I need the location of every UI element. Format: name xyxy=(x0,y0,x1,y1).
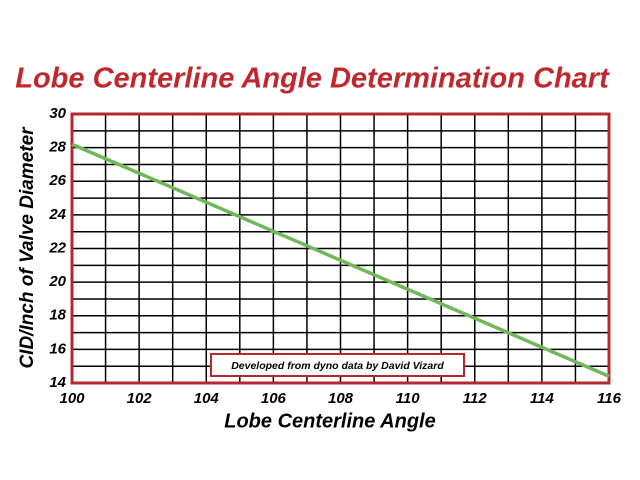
annotation-box xyxy=(210,353,465,377)
x-tick-label: 114 xyxy=(530,390,555,407)
x-tick-label: 100 xyxy=(59,390,85,407)
y-tick-label: 16 xyxy=(49,340,66,357)
x-tick-label: 116 xyxy=(597,390,622,407)
y-tick-label: 14 xyxy=(49,374,66,391)
y-tick-label: 20 xyxy=(48,273,66,290)
y-tick-label: 22 xyxy=(48,239,66,256)
x-tick-label: 112 xyxy=(463,390,488,407)
chart-title: Lobe Centerline Angle Determination Char… xyxy=(15,63,610,95)
x-tick-label: 106 xyxy=(261,390,287,407)
x-tick-label: 104 xyxy=(194,390,220,407)
plot-frame xyxy=(70,112,611,385)
y-tick-label: 26 xyxy=(48,172,66,189)
y-tick-label: 30 xyxy=(49,105,66,122)
annotation: Developed from dyno data by David Vizard xyxy=(231,360,444,372)
y-tick-label: 18 xyxy=(49,307,66,324)
x-tick-label: 110 xyxy=(396,390,421,407)
data-line xyxy=(71,142,610,378)
y-tick-label: 24 xyxy=(48,206,66,223)
y-tick-label: 28 xyxy=(48,139,66,156)
x-axis-label: Lobe Centerline Angle xyxy=(224,410,436,432)
x-tick-label: 108 xyxy=(328,390,354,407)
x-tick-label: 102 xyxy=(127,390,153,407)
y-axis-label: CID/Inch of Valve Diameter xyxy=(17,126,38,369)
